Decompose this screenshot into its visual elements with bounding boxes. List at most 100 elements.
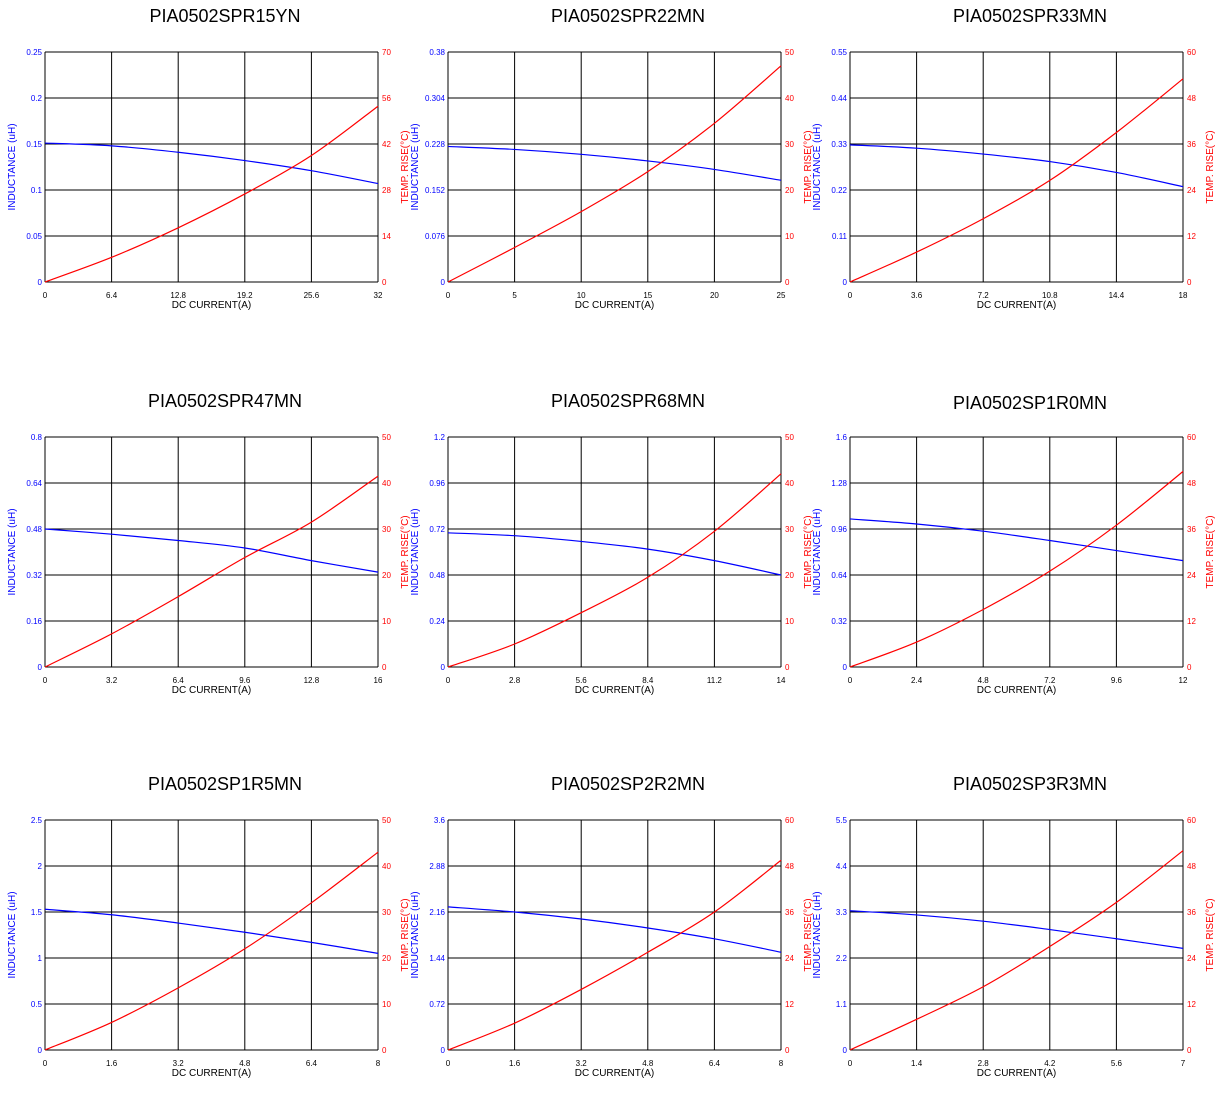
x-tick-label: 4.8 <box>978 676 990 685</box>
y2-axis-label: TEMP. RISE(°C) <box>400 130 411 203</box>
x-tick-label: 20 <box>710 291 719 300</box>
y2-axis-label: TEMP. RISE(°C) <box>1205 130 1216 203</box>
y-tick-label: 0.5 <box>31 1000 43 1009</box>
y-tick-label: 0.152 <box>425 186 446 195</box>
y-tick-label: 0.8 <box>31 433 43 442</box>
y2-tick-label: 30 <box>785 140 794 149</box>
y-tick-label: 0.72 <box>429 525 445 534</box>
x-tick-label: 1.6 <box>509 1059 521 1068</box>
y-tick-label: 0 <box>441 663 446 672</box>
x-tick-label: 15 <box>643 291 652 300</box>
chart-title: PIA0502SPR68MN <box>550 391 706 411</box>
x-tick-label: 9.6 <box>239 676 251 685</box>
x-tick-label: 14.4 <box>1109 291 1125 300</box>
y2-tick-label: 0 <box>382 278 387 287</box>
x-tick-label: 0 <box>848 1059 853 1068</box>
x-axis-label: DC CURRENT(A) <box>575 1068 654 1079</box>
x-tick-label: 32 <box>374 291 383 300</box>
x-axis-label: DC CURRENT(A) <box>575 300 654 311</box>
y-tick-label: 1.44 <box>429 954 445 963</box>
x-tick-label: 4.8 <box>642 1059 654 1068</box>
y2-axis-label: TEMP. RISE(°C) <box>803 898 814 971</box>
chart-panel: PIA0502SPR68MN 0 2.8 5.6 8.4 11.2 14 0 0.24 0.48 0… <box>410 385 814 725</box>
chart-panel: PIA0502SPR15YN 0 6.4 12.8 19.2 25.6 32 0 0.05 0.1… <box>7 0 411 340</box>
y2-tick-label: 12 <box>1187 1000 1196 1009</box>
y2-tick-label: 14 <box>382 232 391 241</box>
inductance-line <box>447 145 782 181</box>
x-tick-label: 5.6 <box>1111 1059 1123 1068</box>
x-tick-label: 8 <box>376 1059 381 1068</box>
y-axis-label: INDUCTANCE (uH) <box>410 891 421 978</box>
x-tick-label: 12 <box>1179 676 1188 685</box>
y-tick-label: 0.304 <box>425 94 446 103</box>
x-axis-label: DC CURRENT(A) <box>575 685 654 696</box>
x-tick-label: 6.4 <box>173 676 185 685</box>
y-tick-label: 0 <box>38 663 43 672</box>
y2-tick-label: 24 <box>1187 954 1196 963</box>
y-tick-label: 2 <box>38 862 43 871</box>
x-tick-label: 8.4 <box>642 676 654 685</box>
x-tick-label: 0 <box>43 291 48 300</box>
y-tick-label: 0.2 <box>31 94 43 103</box>
chart-svg: 0 2.4 4.8 7.2 9.6 12 0 0.32 0.64 0.96 1.28 1.6 0 12 24… <box>812 433 1216 696</box>
y-tick-label: 0.96 <box>831 525 847 534</box>
y2-tick-label: 24 <box>1187 186 1196 195</box>
y2-tick-label: 10 <box>382 617 391 626</box>
y2-tick-label: 24 <box>1187 571 1196 580</box>
y2-tick-label: 10 <box>382 1000 391 1009</box>
y2-axis-label: TEMP. RISE(°C) <box>1205 515 1216 588</box>
temp-rise-line <box>849 471 1184 668</box>
y-tick-label: 3.3 <box>836 908 848 917</box>
y2-tick-label: 20 <box>382 954 391 963</box>
y2-tick-label: 28 <box>382 186 391 195</box>
y-tick-label: 1.1 <box>836 1000 848 1009</box>
y-tick-label: 0 <box>441 278 446 287</box>
y2-tick-label: 50 <box>382 433 391 442</box>
x-axis-label: DC CURRENT(A) <box>977 300 1056 311</box>
y-axis-label: INDUCTANCE (uH) <box>812 508 823 595</box>
chart-title: PIA0502SPR22MN <box>550 6 706 26</box>
y2-tick-label: 0 <box>785 1046 790 1055</box>
y-tick-label: 2.5 <box>31 816 43 825</box>
y-axis-label: INDUCTANCE (uH) <box>7 123 18 210</box>
chart-svg: 0 3.2 6.4 9.6 12.8 16 0 0.16 0.32 0.48 0.64 0.8 0 10 2… <box>7 433 411 696</box>
x-tick-label: 1.4 <box>911 1059 923 1068</box>
chart-svg: 0 5 10 15 20 25 0 0.076 0.152 0.228 0.304 0.38 0 10 20… <box>410 48 814 311</box>
chart-svg: 0 6.4 12.8 19.2 25.6 32 0 0.05 0.1 0.15 0.2 0.25 0 14… <box>7 48 411 311</box>
y2-tick-label: 0 <box>1187 663 1192 672</box>
y2-tick-label: 0 <box>382 663 387 672</box>
x-axis-label: DC CURRENT(A) <box>172 685 251 696</box>
y2-tick-label: 0 <box>382 1046 387 1055</box>
x-tick-label: 3.2 <box>106 676 118 685</box>
chart-title: PIA0502SP2R2MN <box>550 774 706 794</box>
y-tick-label: 0.55 <box>831 48 847 57</box>
temp-rise-line <box>849 850 1184 1051</box>
y-tick-label: 1.6 <box>836 433 848 442</box>
y2-tick-label: 10 <box>785 617 794 626</box>
y-tick-label: 0 <box>441 1046 446 1055</box>
temp-rise-line <box>447 859 782 1051</box>
x-axis-label: DC CURRENT(A) <box>977 685 1056 696</box>
y-tick-label: 0.64 <box>26 479 42 488</box>
temp-rise-line <box>44 475 379 668</box>
x-tick-label: 7 <box>1181 1059 1186 1068</box>
y2-tick-label: 48 <box>1187 479 1196 488</box>
y2-tick-label: 40 <box>382 479 391 488</box>
x-tick-label: 6.4 <box>709 1059 721 1068</box>
x-axis-label: DC CURRENT(A) <box>172 1068 251 1079</box>
y2-tick-label: 50 <box>785 48 794 57</box>
y2-tick-label: 40 <box>382 862 391 871</box>
y-tick-label: 2.16 <box>429 908 445 917</box>
y2-tick-label: 48 <box>1187 94 1196 103</box>
y2-tick-label: 12 <box>1187 232 1196 241</box>
y2-tick-label: 12 <box>1187 617 1196 626</box>
y2-tick-label: 30 <box>382 525 391 534</box>
chart-svg: 0 3.6 7.2 10.8 14.4 18 0 0.11 0.22 0.33 0.44 0.55 0 1… <box>812 48 1216 311</box>
chart-panel: PIA0502SP2R2MN 0 1.6 3.2 4.8 6.4 8 0 0.72 1.44 2.1… <box>410 768 814 1108</box>
x-tick-label: 5 <box>512 291 517 300</box>
y-tick-label: 5.5 <box>836 816 848 825</box>
y2-axis-label: TEMP. RISE(°C) <box>400 515 411 588</box>
chart-title: PIA0502SPR47MN <box>147 391 303 411</box>
x-tick-label: 4.8 <box>239 1059 251 1068</box>
y2-axis-label: TEMP. RISE(°C) <box>803 515 814 588</box>
